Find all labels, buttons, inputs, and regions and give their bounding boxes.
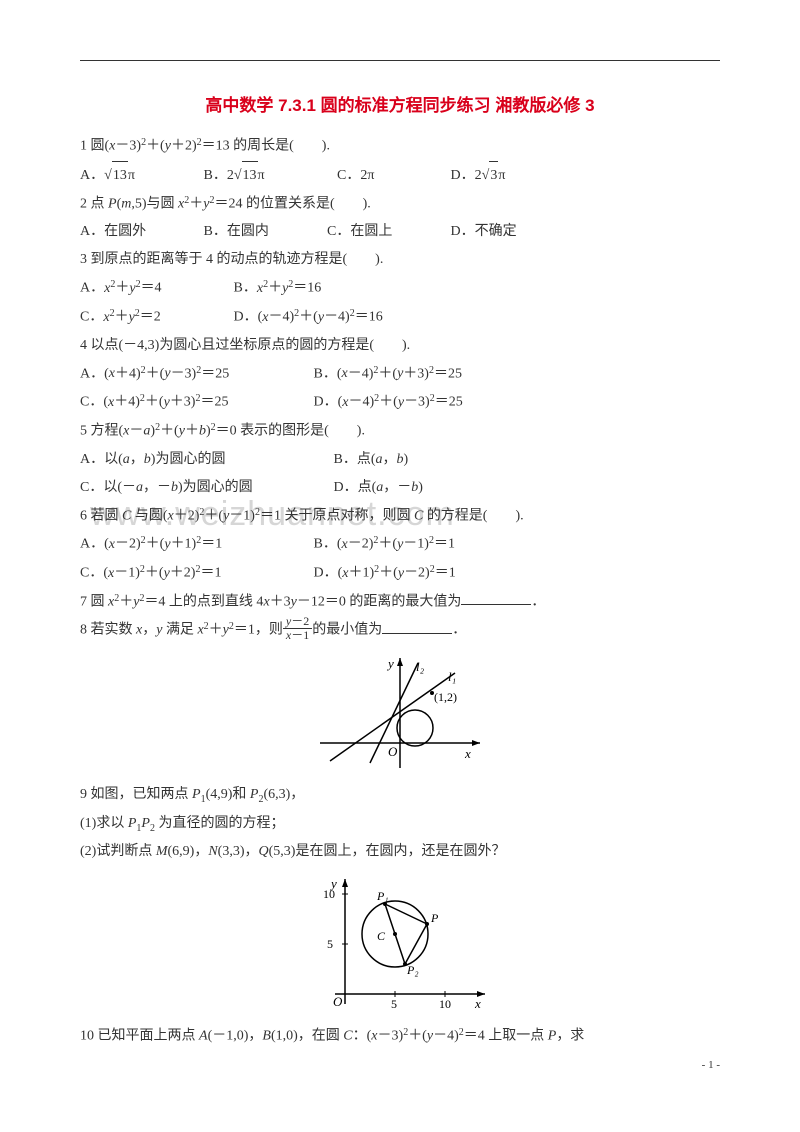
q1-text: 1 圆(x－3)2＋(y＋2)2＝13 的周长是( ).: [80, 132, 720, 161]
q5-options-1: A．以(a，b)为圆心的圆 B．点(a，b): [80, 446, 720, 474]
q5-text: 5 方程(x－a)2＋(y＋b)2＝0 表示的图形是( ).: [80, 417, 720, 446]
svg-text:10: 10: [439, 997, 451, 1011]
q6-options-1: A．(x－2)2＋(y＋1)2＝1 B．(x－2)2＋(y－1)2＝1: [80, 530, 720, 559]
svg-text:P₂: P₂: [406, 963, 419, 977]
svg-text:5: 5: [327, 937, 333, 951]
svg-text:x: x: [464, 746, 471, 761]
q3-text: 3 到原点的距离等于 4 的动点的轨迹方程是( ).: [80, 246, 720, 274]
q2-options: A．在圆外 B．在圆内 C．在圆上 D．不确定: [80, 218, 720, 246]
q6-text: 6 若圆 C 与圆(x＋2)2＋(y－1)2＝1 关于原点对称，则圆 C 的方程…: [80, 502, 720, 531]
q3-options-1: A．x2＋y2＝4 B．x2＋y2＝16: [80, 274, 720, 303]
svg-text:O: O: [333, 994, 343, 1009]
q2-text: 2 点 P(m,5)与圆 x2＋y2＝24 的位置关系是( ).: [80, 190, 720, 219]
svg-text:(1,2): (1,2): [434, 690, 457, 704]
q5-options-2: C．以(－a，－b)为圆心的圆 D．点(a，－b): [80, 474, 720, 502]
q1-options: A．13π B．213π C．2π D．23π: [80, 161, 720, 190]
figure-1: x y O l₁ l₂ (1,2): [80, 653, 720, 773]
q9-2: (2)试判断点 M(6,9)，N(3,3)，Q(5,3)是在圆上，在圆内，还是在…: [80, 838, 720, 866]
q9-text: 9 如图，已知两点 P1(4,9)和 P2(6,3)，: [80, 781, 720, 810]
svg-text:P: P: [430, 911, 439, 925]
figure-2: 5 10 5 10 O x y P₁ P P₂ C: [80, 874, 720, 1014]
q4-options-2: C．(x＋4)2＋(y＋3)2＝25 D．(x－4)2＋(y－3)2＝25: [80, 388, 720, 417]
q6-options-2: C．(x－1)2＋(y＋2)2＝1 D．(x＋1)2＋(y－2)2＝1: [80, 559, 720, 588]
q4-options-1: A．(x＋4)2＋(y－3)2＝25 B．(x－4)2＋(y＋3)2＝25: [80, 360, 720, 389]
svg-text:x: x: [474, 996, 481, 1011]
q8-text: 8 若实数 x，y 满足 x2＋y2＝1，则y－2x－1的最小值为．: [80, 616, 720, 645]
svg-text:l₁: l₁: [448, 669, 456, 684]
svg-text:y: y: [329, 876, 337, 891]
svg-text:5: 5: [391, 997, 397, 1011]
svg-text:l₂: l₂: [416, 659, 425, 674]
q7-text: 7 圆 x2＋y2＝4 上的点到直线 4x＋3y－12＝0 的距离的最大值为．: [80, 588, 720, 617]
svg-text:C: C: [377, 929, 386, 943]
svg-text:y: y: [386, 656, 394, 671]
q3-options-2: C．x2＋y2＝2 D．(x－4)2＋(y－4)2＝16: [80, 303, 720, 332]
page-number: - 1 -: [702, 1059, 720, 1071]
q4-text: 4 以点(－4,3)为圆心且过坐标原点的圆的方程是( ).: [80, 332, 720, 360]
page-title: 高中数学 7.3.1 圆的标准方程同步练习 湘教版必修 3: [80, 91, 720, 116]
q9-1: (1)求以 P1P2 为直径的圆的方程；: [80, 810, 720, 839]
svg-text:P₁: P₁: [376, 889, 389, 903]
svg-text:O: O: [388, 744, 398, 759]
q10-text: 10 已知平面上两点 A(－1,0)，B(1,0)，在圆 C：(x－3)2＋(y…: [80, 1022, 720, 1051]
